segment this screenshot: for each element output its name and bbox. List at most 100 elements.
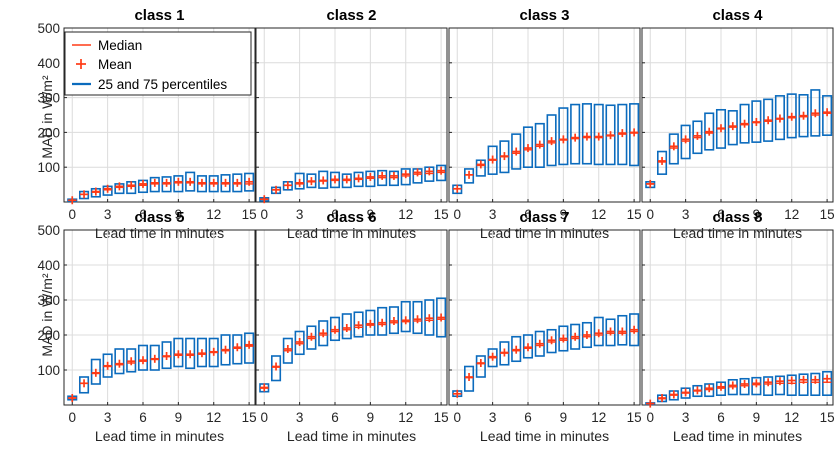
percentile-box — [605, 104, 616, 166]
x-axis-label: Lead time in minutes — [95, 428, 224, 444]
x-tick-label: 9 — [753, 410, 761, 425]
percentile-box — [232, 334, 243, 365]
percentile-box — [318, 320, 329, 347]
axes-frame — [448, 229, 641, 406]
y-axis-label-top: MAD in W/m² — [39, 75, 55, 159]
percentile-box — [822, 370, 833, 397]
legend-percentiles-label: 25 and 75 percentiles — [98, 77, 227, 92]
y-tick-label: 300 — [37, 91, 60, 106]
percentile-box — [102, 353, 113, 378]
percentile-box — [810, 89, 821, 137]
percentile-box — [546, 328, 557, 354]
percentile-box — [511, 133, 522, 170]
x-tick-label: 15 — [434, 410, 449, 425]
panel-title: class 7 — [519, 209, 569, 226]
x-tick-label: 12 — [206, 207, 221, 222]
y-tick-label: 500 — [37, 21, 60, 36]
percentile-box — [798, 94, 809, 138]
x-tick-label: 15 — [627, 207, 642, 222]
percentile-box — [798, 373, 809, 397]
x-tick-label: 6 — [717, 410, 725, 425]
percentile-box — [704, 112, 715, 151]
x-tick-label: 9 — [367, 207, 375, 222]
percentile-box — [617, 314, 628, 346]
x-tick-label: 6 — [717, 207, 725, 222]
percentile-box — [306, 325, 317, 350]
x-tick-label: 3 — [489, 410, 497, 425]
percentile-box — [400, 300, 411, 333]
x-tick-label: 6 — [139, 207, 147, 222]
percentile-box — [232, 173, 243, 193]
x-axis-label: Lead time in minutes — [480, 428, 609, 444]
x-tick-label: 3 — [489, 207, 497, 222]
y-tick-label: 100 — [37, 160, 60, 175]
percentile-box — [763, 376, 774, 397]
x-tick-label: 0 — [260, 410, 268, 425]
percentile-box — [173, 175, 184, 193]
panel-title: class 4 — [712, 7, 763, 24]
panel-title: class 6 — [326, 209, 376, 226]
x-tick-label: 0 — [453, 410, 461, 425]
percentile-box — [196, 337, 207, 368]
axes-frame — [255, 229, 448, 406]
percentile-box — [412, 300, 423, 335]
percentile-box — [534, 330, 545, 357]
percentile-box — [400, 168, 411, 186]
percentile-box — [90, 358, 101, 385]
panel-title: class 8 — [712, 209, 762, 226]
percentile-box — [774, 375, 785, 396]
percentile-box — [318, 170, 329, 189]
percentile-box — [463, 168, 475, 184]
percentile-box — [270, 355, 282, 382]
percentile-box — [739, 103, 750, 144]
panel-title: class 2 — [326, 7, 376, 24]
percentile-box — [786, 93, 797, 139]
axes-frame — [641, 229, 834, 406]
x-tick-label: 0 — [260, 207, 268, 222]
percentile-box — [774, 95, 785, 141]
y-axis-labels: MAD in W/m² MAD in W/m² — [39, 75, 55, 357]
x-tick-label: 12 — [591, 207, 606, 222]
percentile-box — [78, 376, 90, 394]
axes-frame — [641, 27, 834, 203]
x-axis-label: Lead time in minutes — [287, 225, 416, 241]
x-axis-label: Lead time in minutes — [287, 428, 416, 444]
percentile-box — [137, 344, 149, 371]
legend-median-label: Median — [98, 38, 142, 53]
percentile-box — [149, 344, 160, 371]
x-tick-label: 9 — [753, 207, 761, 222]
percentile-box — [475, 355, 486, 378]
percentile-box — [763, 98, 774, 142]
x-tick-label: 6 — [524, 207, 532, 222]
percentile-box — [244, 332, 255, 364]
x-tick-label: 9 — [175, 207, 183, 222]
percentile-box — [522, 334, 534, 359]
percentile-box — [822, 95, 833, 136]
percentile-box — [365, 309, 376, 336]
x-tick-label: 9 — [560, 207, 568, 222]
x-tick-label: 12 — [784, 207, 799, 222]
percentile-box — [388, 306, 399, 335]
axes-frame — [255, 27, 448, 203]
percentile-box — [126, 348, 137, 373]
percentile-box — [629, 313, 640, 347]
percentile-box — [161, 341, 172, 370]
axes-frame — [63, 27, 256, 203]
y-tick-label: 200 — [37, 125, 60, 140]
percentile-box — [329, 316, 341, 342]
percentile-box — [185, 171, 196, 192]
percentile-box — [534, 122, 545, 168]
x-tick-label: 15 — [242, 207, 257, 222]
x-tick-label: 3 — [682, 207, 690, 222]
y-tick-label: 400 — [37, 258, 60, 273]
percentile-box — [114, 348, 125, 375]
x-tick-label: 3 — [296, 410, 304, 425]
x-tick-label: 3 — [104, 410, 112, 425]
panel-4: 0 3 6 9 12 15 class 4 Lead time in minutes — [641, 7, 835, 241]
percentile-box — [436, 297, 447, 338]
x-tick-label: 15 — [434, 207, 449, 222]
percentile-box — [668, 133, 679, 165]
percentile-box — [185, 337, 196, 370]
